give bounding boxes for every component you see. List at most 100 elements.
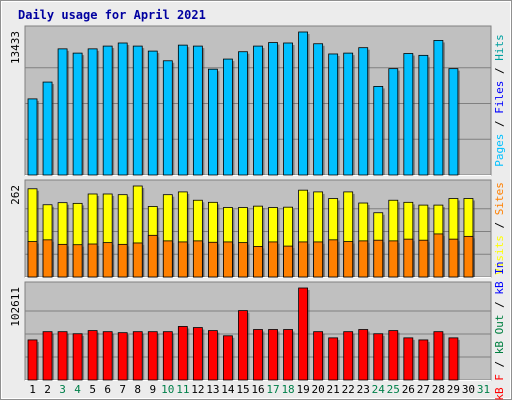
- bar-kb-f-day-5: [87, 330, 98, 381]
- bar-pages-day-11: [177, 44, 188, 176]
- day-label-13: 13: [206, 383, 219, 396]
- bar-pages-day-28: [433, 40, 444, 176]
- day-label-7: 7: [119, 383, 126, 396]
- bar-sites-day-5: [87, 243, 98, 278]
- bar-sites-day-20: [313, 241, 324, 278]
- day-label-5: 5: [89, 383, 96, 396]
- bar-kb-f-day-17: [268, 329, 278, 381]
- bar-sites-day-19: [298, 241, 308, 278]
- bar-pages-day-5: [87, 48, 98, 176]
- series-label-part: /: [493, 295, 506, 315]
- bar-pages-day-12: [192, 45, 203, 176]
- day-label-25: 25: [387, 383, 400, 396]
- day-label-6: 6: [104, 383, 111, 396]
- bar-pages-day-7: [117, 42, 128, 176]
- bar-pages-day-9: [147, 50, 158, 176]
- bar-pages-day-4: [72, 52, 83, 176]
- day-label-15: 15: [236, 383, 249, 396]
- bar-pages-day-23: [358, 47, 369, 176]
- bar-pages-day-27: [418, 54, 429, 176]
- day-label-3: 3: [59, 383, 66, 396]
- day-label-18: 18: [281, 383, 294, 396]
- bar-sites-day-25: [388, 240, 399, 278]
- bar-pages-day-8: [132, 45, 143, 176]
- bar-pages-day-26: [403, 53, 414, 176]
- bar-sites-day-17: [268, 241, 278, 278]
- bar-kb-f-day-6: [102, 331, 113, 381]
- bar-sites-day-21: [328, 239, 339, 278]
- bar-sites-day-10: [162, 240, 173, 278]
- bar-sites-day-23: [358, 240, 369, 278]
- bar-sites-day-27: [418, 239, 429, 278]
- day-label-12: 12: [191, 383, 204, 396]
- bar-kb-f-day-9: [147, 331, 158, 381]
- bar-pages-day-2: [42, 81, 53, 176]
- bar-pages-day-18: [283, 42, 293, 176]
- panel-max-label: 262: [9, 185, 22, 205]
- bar-sites-day-9: [147, 234, 158, 278]
- bar-kb-f-day-4: [72, 333, 83, 381]
- bar-pages-day-1: [27, 98, 38, 176]
- panel-max-label: 102611: [9, 287, 22, 327]
- bar-kb-f-day-28: [433, 331, 444, 381]
- bar-sites-day-12: [192, 240, 203, 278]
- series-label-part: kB F: [493, 374, 506, 400]
- day-label-27: 27: [417, 383, 430, 396]
- bar-pages-day-29: [448, 68, 459, 176]
- bar-sites-day-26: [403, 238, 414, 278]
- day-label-26: 26: [402, 383, 415, 396]
- day-label-30: 30: [462, 383, 475, 396]
- panel-series-label: Visits / Sites: [493, 182, 506, 275]
- series-label-part: Hits: [493, 34, 506, 61]
- bar-kb-f-day-13: [208, 330, 218, 381]
- day-label-8: 8: [134, 383, 141, 396]
- day-label-23: 23: [357, 383, 370, 396]
- day-label-21: 21: [327, 383, 340, 396]
- day-label-10: 10: [161, 383, 174, 396]
- bar-pages-day-14: [223, 58, 233, 176]
- bar-sites-day-7: [117, 243, 128, 278]
- day-label-14: 14: [221, 383, 235, 396]
- bar-kb-f-day-18: [283, 329, 293, 381]
- bar-kb-f-day-29: [448, 337, 459, 381]
- bar-pages-day-6: [102, 45, 113, 176]
- series-label-part: Files: [493, 81, 506, 114]
- series-label-part: kB Out: [493, 314, 506, 354]
- bar-pages-day-13: [208, 68, 218, 176]
- bar-kb-f-day-19: [298, 287, 308, 381]
- bar-sites-day-8: [132, 242, 143, 278]
- bar-pages-day-20: [313, 43, 324, 176]
- bar-sites-day-1: [27, 241, 38, 278]
- day-label-1: 1: [29, 383, 36, 396]
- bar-sites-day-11: [177, 241, 188, 278]
- bar-sites-day-15: [238, 242, 248, 278]
- bar-pages-day-3: [57, 48, 68, 176]
- bar-kb-f-day-10: [162, 331, 173, 381]
- bar-sites-day-4: [72, 244, 83, 278]
- bar-kb-f-day-16: [253, 329, 263, 381]
- bar-pages-day-16: [253, 45, 263, 176]
- series-label-part: /: [493, 114, 506, 134]
- bar-kb-f-day-3: [57, 331, 68, 381]
- bar-pages-day-17: [268, 42, 278, 176]
- bar-sites-day-14: [223, 241, 233, 278]
- day-label-20: 20: [312, 383, 325, 396]
- bar-sites-day-13: [208, 241, 218, 278]
- bar-sites-day-30: [463, 235, 474, 278]
- day-label-4: 4: [74, 383, 81, 396]
- day-label-28: 28: [432, 383, 445, 396]
- bar-sites-day-18: [283, 245, 293, 278]
- day-label-16: 16: [251, 383, 264, 396]
- bar-sites-day-6: [102, 242, 113, 278]
- x-axis-day-labels: 1 2 3 4 5 6 7 8 9 10 11 12 13 14 15 16 17 18 19 20 21 22 23 24 2…: [29, 383, 490, 396]
- bar-pages-day-15: [238, 51, 248, 176]
- bar-sites-day-22: [343, 241, 354, 278]
- bar-kb-f-day-2: [42, 331, 53, 381]
- chart-title: Daily usage for April 2021: [18, 8, 206, 22]
- bar-kb-f-day-26: [403, 337, 414, 381]
- bar-pages-day-24: [373, 86, 384, 176]
- day-label-9: 9: [149, 383, 156, 396]
- bar-kb-f-day-24: [373, 333, 384, 381]
